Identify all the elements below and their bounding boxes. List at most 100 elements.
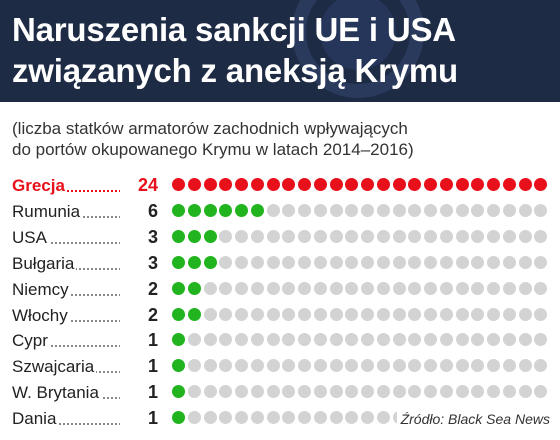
empty-dot: [534, 255, 548, 269]
empty-dot: [376, 229, 390, 243]
empty-dot: [361, 411, 374, 425]
empty-dot: [329, 255, 343, 269]
value-label: 1: [120, 407, 158, 430]
empty-dot: [219, 359, 233, 373]
empty-dot: [203, 411, 217, 425]
empty-dot: [282, 333, 296, 347]
empty-dot: [487, 281, 500, 295]
empty-dot: [282, 255, 296, 269]
empty-dot: [502, 333, 516, 347]
filled-dot: [219, 178, 233, 191]
empty-dot: [455, 281, 469, 295]
empty-dot: [518, 359, 532, 373]
filled-dot: [424, 178, 437, 191]
empty-dot: [266, 281, 280, 295]
category-label: Bułgaria: [12, 252, 77, 275]
empty-dot: [439, 307, 453, 321]
empty-dot: [392, 385, 406, 399]
empty-dot: [361, 359, 374, 373]
dot-track: [172, 178, 556, 192]
filled-dot: [376, 178, 390, 191]
filled-dot: [187, 178, 201, 191]
empty-dot: [282, 307, 296, 321]
empty-dot: [266, 411, 280, 425]
empty-dot: [439, 359, 453, 373]
empty-dot: [392, 333, 406, 347]
empty-dot: [471, 333, 485, 347]
empty-dot: [313, 229, 327, 243]
empty-dot: [502, 385, 516, 399]
filled-dot: [172, 333, 185, 347]
header-banner: Naruszenia sankcji UE i USA związanych z…: [0, 0, 560, 102]
empty-dot: [250, 229, 264, 243]
empty-dot: [502, 255, 516, 269]
filled-dot: [187, 281, 201, 295]
empty-dot: [424, 255, 437, 269]
empty-dot: [424, 229, 437, 243]
empty-dot: [313, 385, 327, 399]
empty-dot: [203, 385, 217, 399]
empty-dot: [487, 333, 500, 347]
filled-dot: [172, 281, 185, 295]
source-note: Źródło: Black Sea News: [396, 409, 550, 429]
empty-dot: [282, 411, 296, 425]
empty-dot: [250, 411, 264, 425]
empty-dot: [376, 281, 390, 295]
category-label: Szwajcaria: [12, 356, 97, 379]
category-label: Grecja: [12, 175, 67, 197]
empty-dot: [471, 203, 485, 217]
empty-dot: [424, 281, 437, 295]
empty-dot: [361, 385, 374, 399]
empty-dot: [250, 281, 264, 295]
empty-dot: [534, 229, 548, 243]
chart-row: Niemcy 2: [0, 277, 560, 303]
empty-dot: [282, 281, 296, 295]
empty-dot: [219, 411, 233, 425]
empty-dot: [408, 203, 422, 217]
empty-dot: [408, 281, 422, 295]
empty-dot: [345, 229, 359, 243]
category-label: Cypr: [12, 330, 50, 353]
empty-dot: [471, 281, 485, 295]
title-line-2: związanych z aneksją Krymu: [12, 52, 458, 89]
empty-dot: [203, 359, 217, 373]
empty-dot: [502, 281, 516, 295]
empty-dot: [455, 385, 469, 399]
empty-dot: [455, 359, 469, 373]
empty-dot: [345, 281, 359, 295]
category-label: W. Brytania: [12, 382, 101, 405]
empty-dot: [534, 385, 548, 399]
category-label: USA: [12, 226, 49, 249]
leader-dots: [12, 319, 136, 322]
empty-dot: [408, 333, 422, 347]
empty-dot: [313, 203, 327, 217]
empty-dot: [313, 307, 327, 321]
empty-dot: [298, 255, 311, 269]
category-label: Włochy: [12, 304, 70, 327]
empty-dot: [187, 359, 201, 373]
empty-dot: [518, 385, 532, 399]
empty-dot: [518, 281, 532, 295]
empty-dot: [534, 281, 548, 295]
filled-dot: [235, 178, 248, 191]
value-label: 6: [120, 199, 158, 222]
empty-dot: [298, 411, 311, 425]
empty-dot: [361, 229, 374, 243]
empty-dot: [439, 203, 453, 217]
title-line-1: Naruszenia sankcji UE i USA: [12, 11, 456, 48]
empty-dot: [408, 385, 422, 399]
empty-dot: [329, 281, 343, 295]
chart-row: Włochy 2: [0, 303, 560, 329]
filled-dot: [187, 255, 201, 269]
empty-dot: [518, 307, 532, 321]
empty-dot: [471, 229, 485, 243]
empty-dot: [392, 203, 406, 217]
empty-dot: [329, 411, 343, 425]
filled-dot: [250, 203, 264, 217]
empty-dot: [313, 411, 327, 425]
filled-dot: [172, 385, 185, 399]
category-label: Niemcy: [12, 278, 71, 301]
filled-dot: [172, 178, 185, 191]
empty-dot: [329, 229, 343, 243]
leader-dots: [12, 345, 136, 348]
